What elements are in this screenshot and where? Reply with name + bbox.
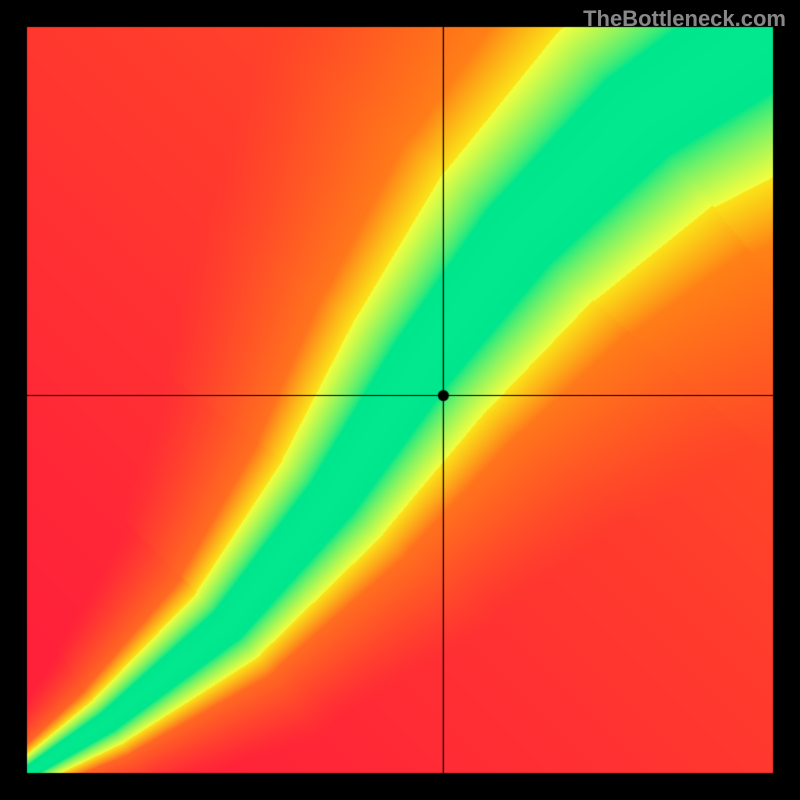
chart-container: TheBottleneck.com xyxy=(0,0,800,800)
watermark-label: TheBottleneck.com xyxy=(583,6,786,32)
bottleneck-heatmap xyxy=(0,0,800,800)
